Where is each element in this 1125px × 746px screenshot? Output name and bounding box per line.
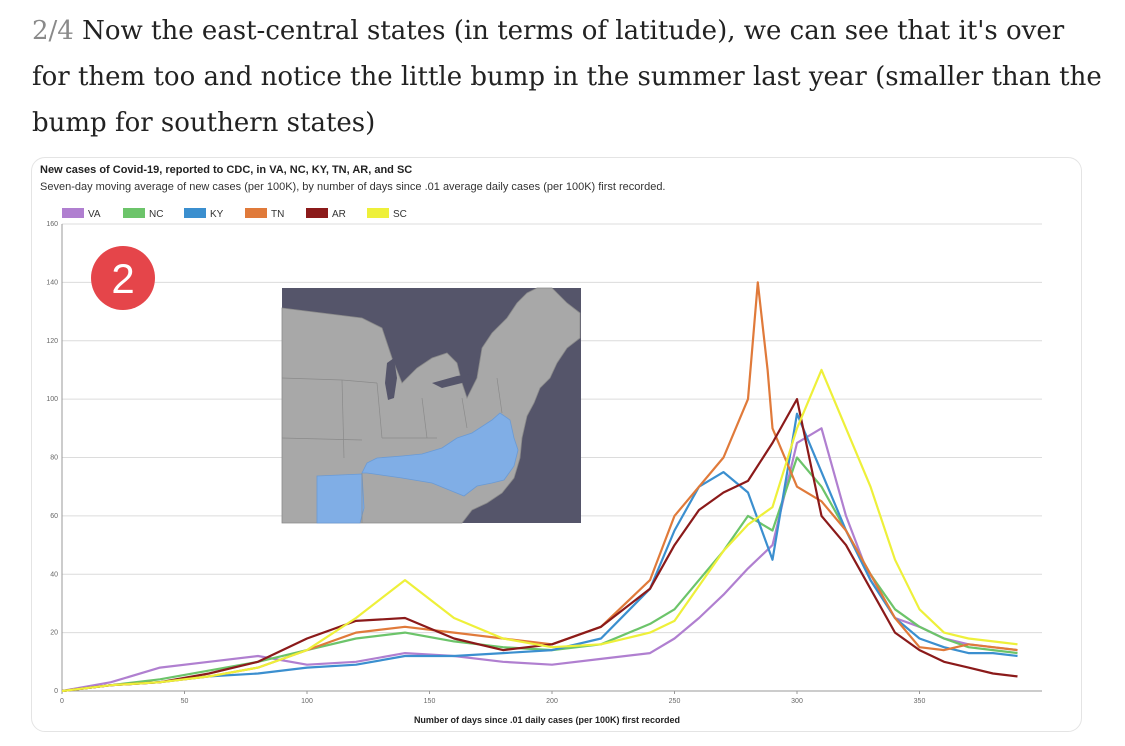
x-tick-label: 350 — [914, 698, 926, 705]
legend-label-nc: NC — [149, 209, 163, 220]
badge-circle — [91, 246, 155, 310]
covid-line-chart: New cases of Covid-19, reported to CDC, … — [40, 164, 1042, 725]
y-tick-label: 140 — [46, 279, 58, 286]
map-lake-erie — [432, 374, 472, 388]
y-tick-label: 0 — [54, 688, 58, 695]
legend-swatch-nc — [123, 208, 145, 218]
y-tick-label: 120 — [46, 338, 58, 345]
legend-swatch-tn — [245, 208, 267, 218]
series-line-ky — [61, 412, 1018, 693]
legend-label-ar: AR — [332, 209, 346, 220]
series-line-va — [61, 427, 1018, 693]
legend-swatch-va — [62, 208, 84, 218]
y-axis: 0 20 40 60 80 100 120 140 160 — [46, 221, 58, 695]
legend-swatch-sc — [367, 208, 389, 218]
x-tick-label: 0 — [60, 698, 64, 705]
chart-subtitle: Seven-day moving average of new cases (p… — [40, 181, 666, 193]
legend-label-sc: SC — [393, 209, 407, 220]
x-tick-label: 200 — [546, 698, 558, 705]
inset-map — [281, 287, 581, 524]
x-tick-label: 250 — [669, 698, 681, 705]
y-tick-label: 80 — [50, 455, 58, 462]
tweet-body: Now the east-central states (in terms of… — [32, 16, 1102, 138]
tweet-thread-number: 2/4 — [32, 16, 74, 46]
legend-label-tn: TN — [271, 209, 284, 220]
legend-swatch-ky — [184, 208, 206, 218]
badge-label: 2 — [111, 255, 134, 302]
series-line-sc — [61, 368, 1018, 693]
legend-label-va: VA — [88, 209, 101, 220]
series-line-ar — [61, 398, 1018, 693]
chart-title: New cases of Covid-19, reported to CDC, … — [40, 164, 412, 176]
map-lake-michigan — [385, 358, 397, 400]
chart-legend: VA NC KY TN AR SC — [62, 208, 407, 220]
series-lines — [61, 281, 1018, 693]
y-tick-label: 100 — [46, 396, 58, 403]
x-tick-label: 50 — [181, 698, 189, 705]
tweet-text: 2/4 Now the east-central states (in term… — [32, 8, 1102, 146]
badge: 2 — [91, 246, 155, 310]
map-borders — [281, 377, 503, 523]
x-tick-label: 300 — [791, 698, 803, 705]
x-tick-label: 150 — [424, 698, 436, 705]
y-tick-label: 60 — [50, 513, 58, 520]
chart-card[interactable]: New cases of Covid-19, reported to CDC, … — [31, 157, 1082, 732]
y-tick-label: 40 — [50, 571, 58, 578]
x-axis: 0 50 100 150 200 250 300 350 — [60, 691, 925, 705]
series-line-nc — [61, 456, 1018, 693]
legend-swatch-ar — [306, 208, 328, 218]
legend-label-ky: KY — [210, 209, 224, 220]
y-tick-label: 160 — [46, 221, 58, 228]
x-tick-label: 100 — [301, 698, 313, 705]
y-tick-label: 20 — [50, 630, 58, 637]
x-axis-label: Number of days since .01 daily cases (pe… — [414, 715, 680, 725]
